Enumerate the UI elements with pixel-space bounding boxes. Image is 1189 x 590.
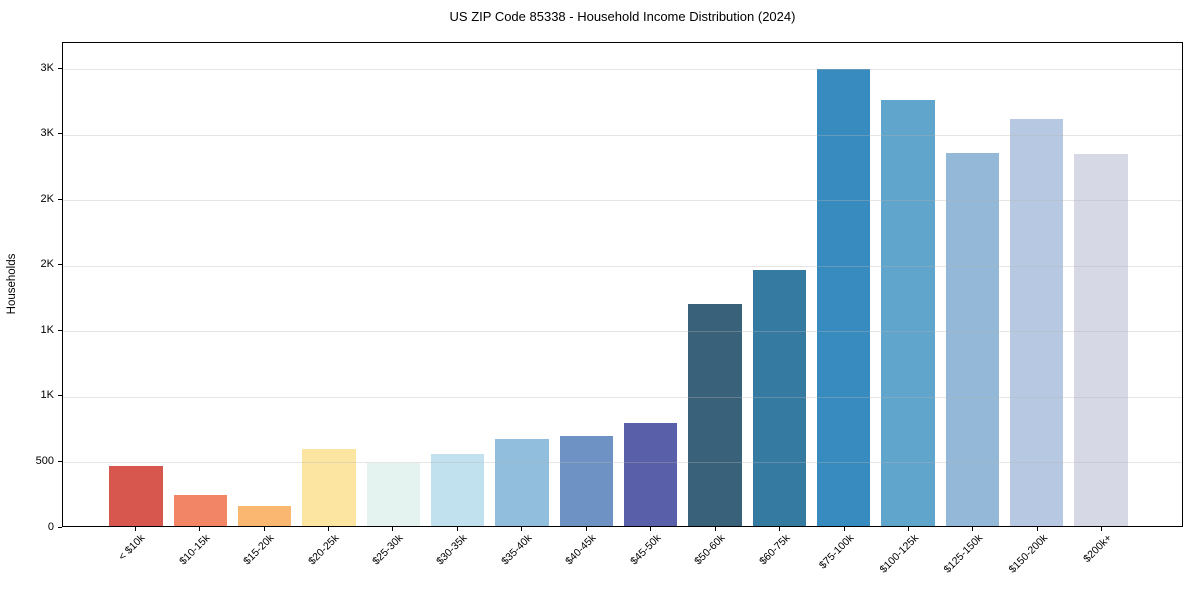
x-tick-mark [972,527,974,531]
bar [881,100,935,526]
bar [495,438,549,526]
bar-slot [426,43,490,526]
bar [366,462,421,526]
bar-slot [490,43,554,526]
x-tick-label: $15-20k [241,532,277,568]
x-tick-mark [907,527,909,531]
y-tick-mark [58,67,62,69]
x-tick-mark [328,527,330,531]
x-tick-label: $200k+ [1081,532,1115,566]
bar-slot [876,43,940,526]
y-tick-label: 1K [40,389,54,402]
bar [109,465,163,526]
x-tick-mark [521,527,523,531]
x-tick-label: $20-25k [305,532,342,568]
y-tick-label: 0 [47,520,54,533]
bar [688,304,742,526]
x-tick-label: $125-150k [941,532,986,576]
y-tick-mark [58,460,62,462]
bar-slot [233,43,297,526]
x-tick-mark [392,527,394,531]
x-tick-mark [1036,527,1038,531]
bar-slot [811,43,875,526]
bar-slot [297,43,361,526]
y-tick-label: 3K [40,127,54,140]
x-tick-mark [134,527,136,531]
x-tick-label: $40-45k [563,532,599,568]
x-tick-label: < $10k [116,532,148,563]
bar [623,422,678,526]
x-tick-mark [650,527,652,531]
bar [752,270,806,526]
y-tick-mark [58,133,62,135]
y-tick-mark [58,198,62,200]
bar [431,454,485,526]
y-tick-label: 2K [40,258,54,271]
bar [302,448,356,526]
bar [559,435,614,526]
y-tick-mark [58,329,62,331]
x-tick-label: $100-125k [877,532,921,576]
bar [816,69,871,526]
x-tick-mark [199,527,201,531]
y-tick-mark [58,395,62,397]
y-tick-label: 2K [40,192,54,205]
x-tick-label: $35-40k [499,532,535,568]
x-tick-mark [1101,527,1103,531]
bar [238,506,292,526]
y-tick-mark [58,264,62,266]
y-tick-label: 1K [40,323,54,336]
x-tick-label: $10-15k [176,532,213,568]
bar-slot [1069,43,1133,526]
x-tick-mark [779,527,781,531]
bar-slot [554,43,618,526]
x-tick-mark [263,527,265,531]
x-tick-label: $75-100k [817,532,857,572]
x-tick-mark [843,527,845,531]
bar-slot [619,43,683,526]
x-tick-label: $25-30k [370,532,406,568]
x-tick-label: $30-35k [434,532,470,568]
x-tick-mark [714,527,716,531]
plot-area [62,42,1183,527]
y-tick-mark [58,526,62,528]
bar [173,494,228,526]
bar-slot [683,43,747,526]
x-tick-label: $150-200k [1006,532,1050,576]
bar-slot [747,43,811,526]
bar-slot [168,43,232,526]
x-tick-label: $45-50k [627,532,664,568]
bar-slot [1004,43,1068,526]
chart-title: US ZIP Code 85338 - Household Income Dis… [449,9,796,24]
bar [945,152,999,526]
y-tick-label: 3K [40,61,54,74]
y-tick-label: 500 [35,454,54,467]
bar-slot [940,43,1004,526]
bar-slot [361,43,425,526]
x-tick-mark [456,527,458,531]
bar-slot [104,43,168,526]
bar [1074,153,1128,526]
bar [1009,118,1064,526]
x-tick-mark [585,527,587,531]
bars-container [104,43,1133,526]
x-tick-label: $60-75k [756,532,793,568]
x-tick-label: $50-60k [692,532,728,568]
